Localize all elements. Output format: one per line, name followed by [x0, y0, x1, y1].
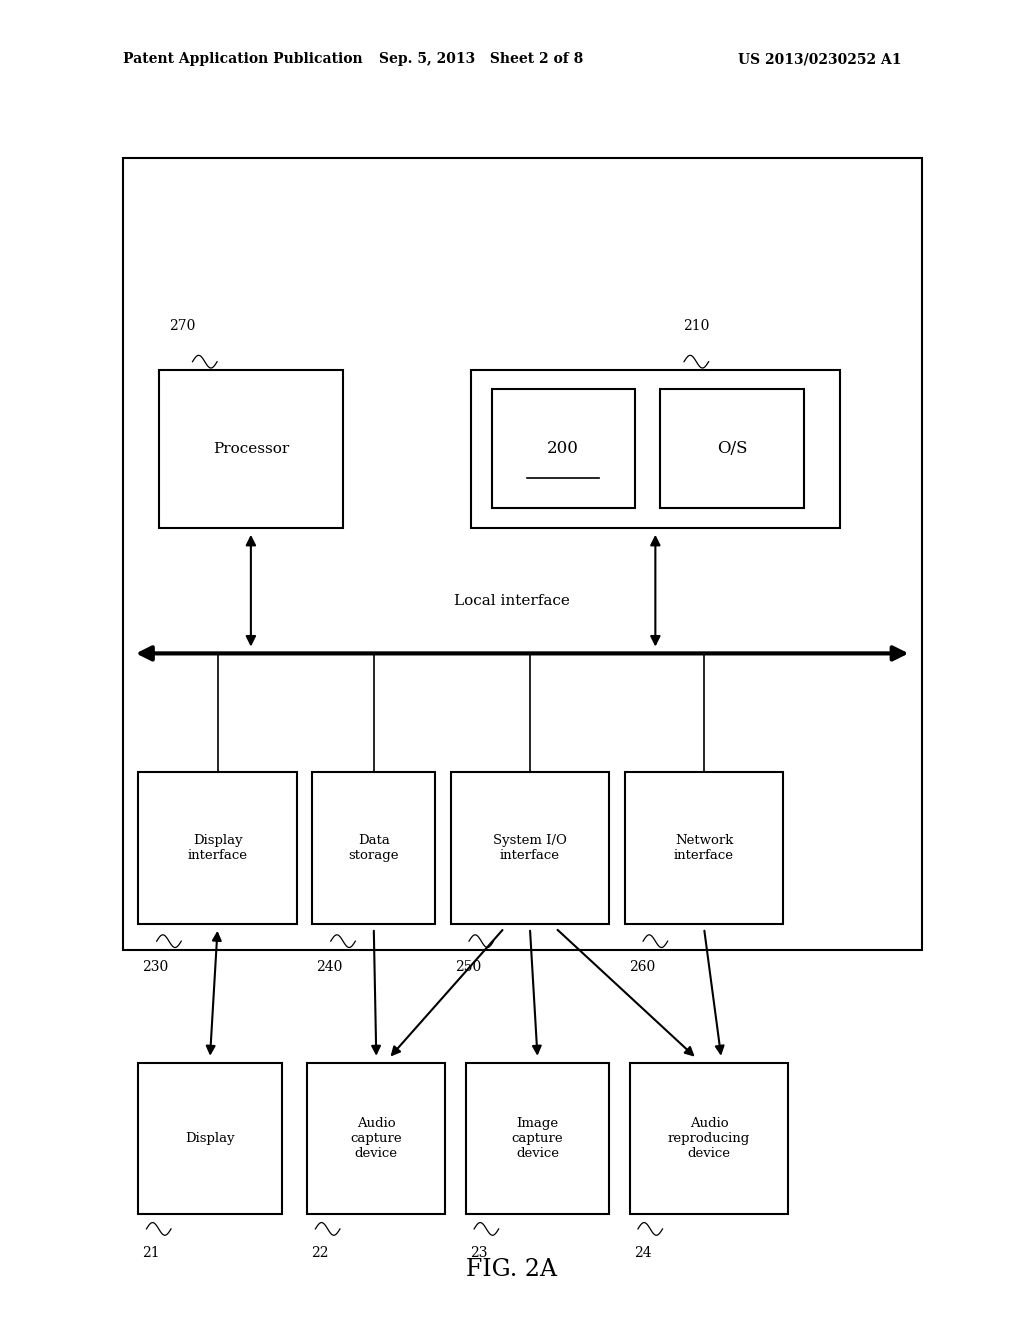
Text: Image
capture
device: Image capture device	[512, 1117, 563, 1160]
Text: Local interface: Local interface	[454, 594, 570, 607]
Text: Display
interface: Display interface	[187, 834, 248, 862]
Text: Display: Display	[185, 1133, 234, 1144]
Text: 240: 240	[316, 960, 343, 974]
Text: US 2013/0230252 A1: US 2013/0230252 A1	[737, 53, 901, 66]
Text: 230: 230	[142, 960, 169, 974]
Text: Audio
reproducing
device: Audio reproducing device	[668, 1117, 751, 1160]
Text: Network
interface: Network interface	[674, 834, 734, 862]
Text: 23: 23	[470, 1246, 487, 1261]
Text: Audio
capture
device: Audio capture device	[350, 1117, 402, 1160]
FancyBboxPatch shape	[312, 772, 435, 924]
FancyBboxPatch shape	[660, 389, 804, 508]
FancyBboxPatch shape	[466, 1063, 609, 1214]
Text: System I/O
interface: System I/O interface	[493, 834, 567, 862]
FancyBboxPatch shape	[471, 370, 840, 528]
FancyBboxPatch shape	[159, 370, 343, 528]
Text: FIG. 2A: FIG. 2A	[467, 1258, 557, 1282]
Text: Sep. 5, 2013   Sheet 2 of 8: Sep. 5, 2013 Sheet 2 of 8	[379, 53, 584, 66]
Text: 200: 200	[547, 441, 580, 457]
Text: 22: 22	[311, 1246, 329, 1261]
Text: Processor: Processor	[213, 442, 289, 455]
Text: Data
storage: Data storage	[348, 834, 399, 862]
Text: 270: 270	[169, 318, 196, 333]
FancyBboxPatch shape	[630, 1063, 788, 1214]
Text: 21: 21	[142, 1246, 160, 1261]
FancyBboxPatch shape	[123, 158, 922, 950]
Text: O/S: O/S	[717, 441, 748, 457]
FancyBboxPatch shape	[138, 772, 297, 924]
FancyBboxPatch shape	[138, 1063, 282, 1214]
Text: 24: 24	[634, 1246, 651, 1261]
FancyBboxPatch shape	[451, 772, 609, 924]
FancyBboxPatch shape	[307, 1063, 445, 1214]
Text: 210: 210	[683, 318, 710, 333]
FancyBboxPatch shape	[492, 389, 635, 508]
Text: 250: 250	[455, 960, 481, 974]
Text: 260: 260	[629, 960, 655, 974]
FancyBboxPatch shape	[625, 772, 783, 924]
Text: Patent Application Publication: Patent Application Publication	[123, 53, 362, 66]
